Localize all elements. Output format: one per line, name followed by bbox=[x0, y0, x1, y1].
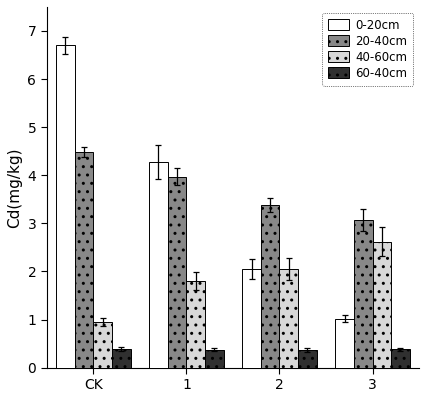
Bar bbox=[391, 350, 410, 367]
Bar bbox=[168, 177, 187, 367]
Bar bbox=[372, 242, 391, 367]
Bar bbox=[205, 350, 224, 367]
Bar bbox=[149, 162, 168, 367]
Bar bbox=[261, 205, 279, 367]
Bar bbox=[187, 281, 205, 367]
Bar bbox=[56, 45, 75, 367]
Bar bbox=[242, 269, 261, 367]
Bar bbox=[75, 152, 93, 367]
Bar bbox=[279, 269, 298, 367]
Bar bbox=[335, 318, 354, 367]
Bar bbox=[298, 350, 317, 367]
Bar bbox=[112, 350, 130, 367]
Bar bbox=[93, 322, 112, 367]
Y-axis label: Cd(mg/kg): Cd(mg/kg) bbox=[7, 147, 22, 227]
Bar bbox=[354, 220, 372, 367]
Legend: 0-20cm, 20-40cm, 40-60cm, 60-40cm: 0-20cm, 20-40cm, 40-60cm, 60-40cm bbox=[322, 13, 413, 85]
